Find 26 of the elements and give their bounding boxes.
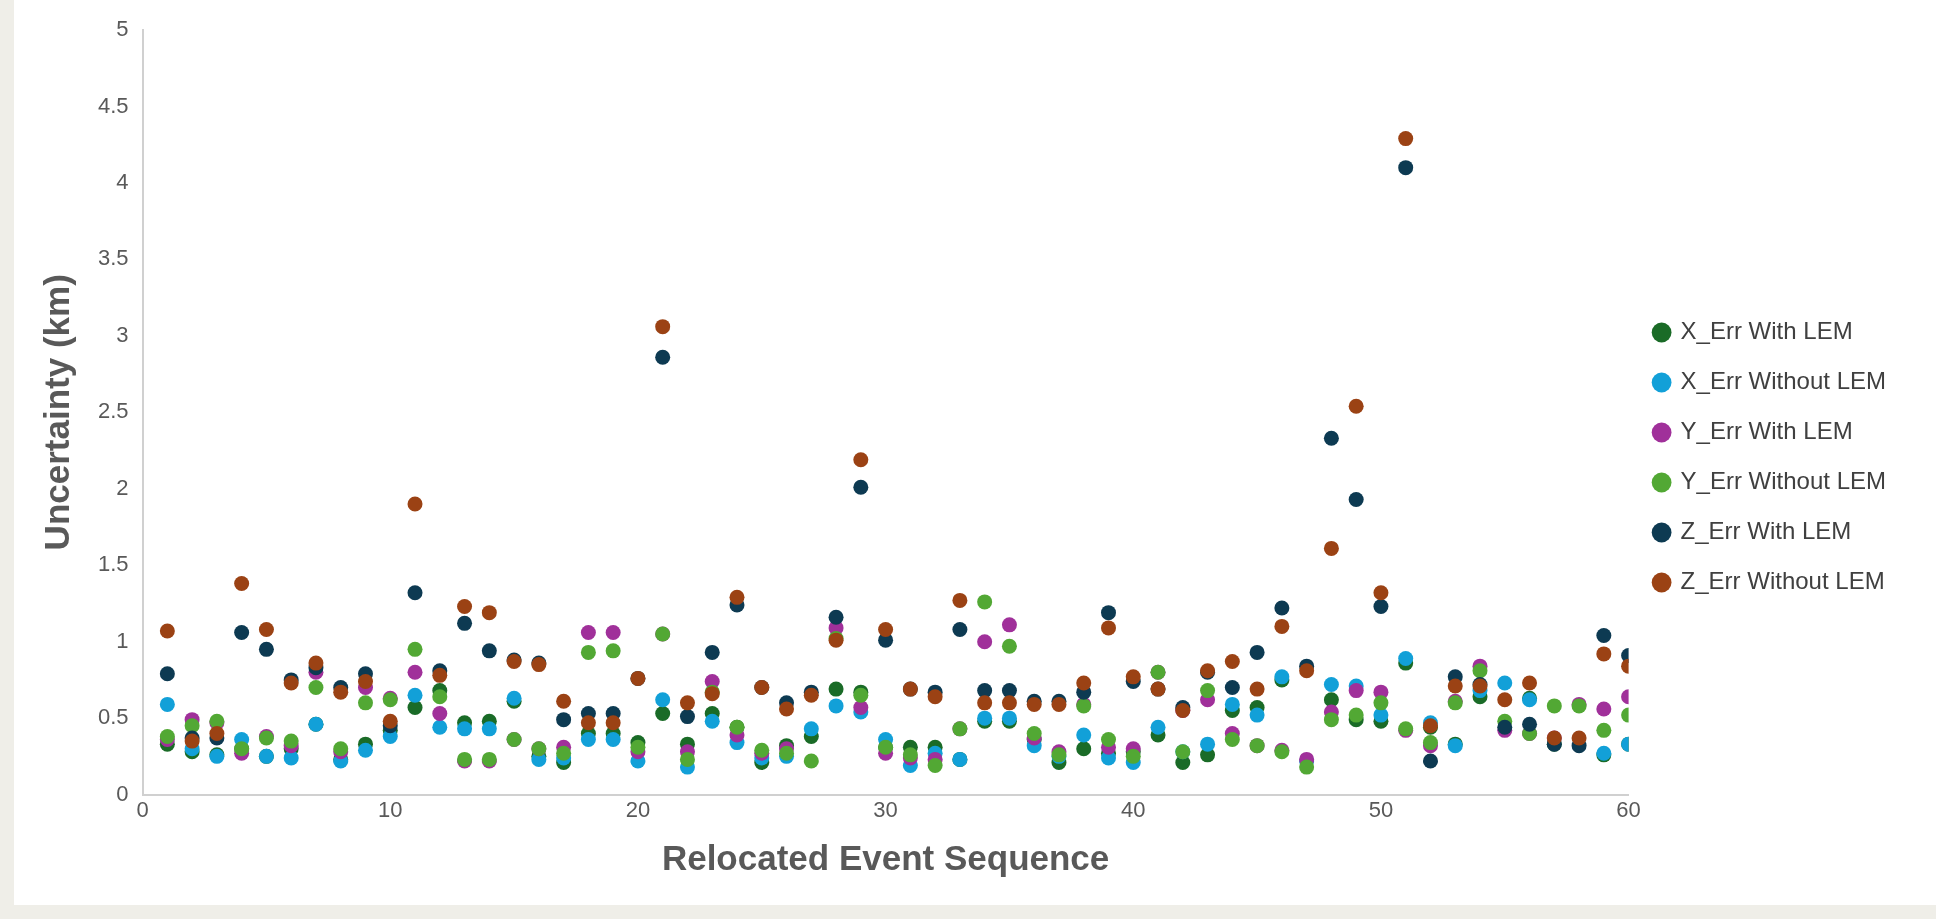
legend-label: Y_Err With LEM: [1680, 417, 1853, 445]
y-tick-label: 3.5: [97, 245, 129, 271]
legend-label: X_Err With LEM: [1680, 317, 1853, 345]
x-tick-label: 40: [1121, 796, 1146, 822]
y-tick-label: 4: [116, 168, 129, 194]
x-tick-label: 10: [378, 796, 403, 822]
y-tick-label: 3: [116, 321, 129, 347]
x-tick-label: 0: [136, 796, 149, 822]
y-axis-title: Uncertainty (km): [36, 274, 76, 551]
x-tick-label: 50: [1368, 796, 1394, 822]
x-tick-label: 60: [1616, 796, 1641, 822]
y-tick-label: 0.5: [97, 704, 129, 730]
x-tick-label: 30: [873, 796, 898, 822]
y-tick-label: 5: [116, 16, 129, 42]
y-tick-label: 1: [116, 627, 129, 653]
y-tick-label: 2: [116, 474, 129, 500]
x-axis-title: Relocated Event Sequence: [661, 837, 1110, 877]
y-tick-label: 4.5: [97, 92, 129, 118]
x-tick-label: 20: [625, 796, 651, 822]
legend-label: Y_Err Without LEM: [1680, 467, 1887, 495]
y-tick-label: 0: [116, 780, 129, 806]
y-tick-label: 1.5: [97, 551, 129, 577]
legend-label: Z_Err Without LEM: [1680, 567, 1885, 595]
legend-label: X_Err Without LEM: [1680, 367, 1887, 395]
y-tick-label: 2.5: [97, 398, 129, 424]
legend-label: Z_Err With LEM: [1680, 517, 1852, 545]
